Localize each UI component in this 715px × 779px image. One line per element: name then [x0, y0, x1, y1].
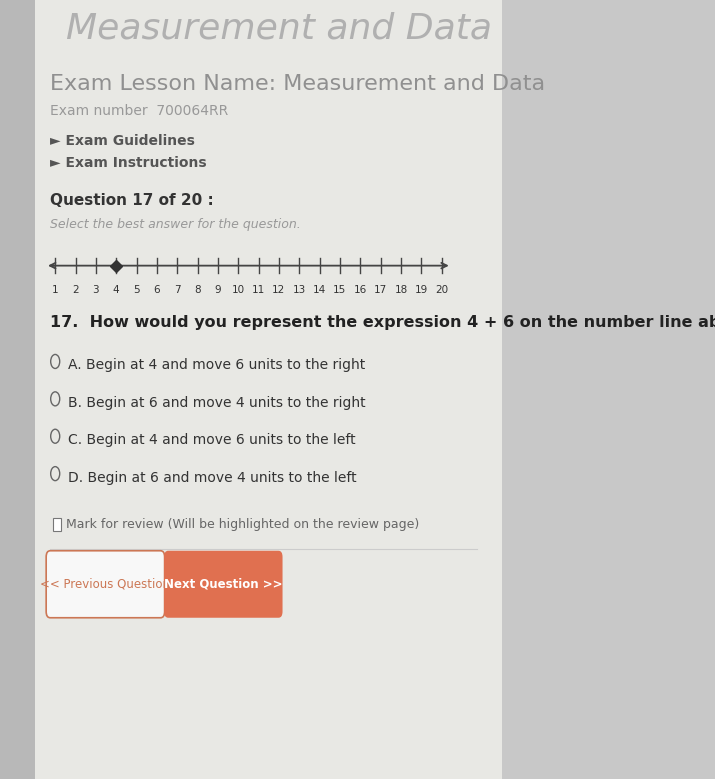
Text: 4: 4 — [113, 285, 119, 295]
FancyBboxPatch shape — [53, 518, 61, 531]
Text: 14: 14 — [313, 285, 326, 295]
Text: 18: 18 — [394, 285, 408, 295]
Text: 9: 9 — [214, 285, 221, 295]
FancyBboxPatch shape — [35, 0, 502, 779]
Text: 11: 11 — [252, 285, 265, 295]
Text: 2: 2 — [72, 285, 79, 295]
Text: D. Begin at 6 and move 4 units to the left: D. Begin at 6 and move 4 units to the le… — [68, 471, 356, 485]
Text: ► Exam Guidelines: ► Exam Guidelines — [50, 134, 195, 148]
Text: 17.  How would you represent the expression 4 + 6 on the number line above?: 17. How would you represent the expressi… — [50, 315, 715, 330]
FancyBboxPatch shape — [0, 0, 35, 779]
FancyBboxPatch shape — [46, 551, 164, 618]
Text: 5: 5 — [133, 285, 140, 295]
FancyBboxPatch shape — [164, 551, 282, 618]
Text: 15: 15 — [333, 285, 347, 295]
Text: 17: 17 — [374, 285, 388, 295]
Text: 3: 3 — [92, 285, 99, 295]
Text: Question 17 of 20 :: Question 17 of 20 : — [50, 193, 214, 208]
Text: Measurement and Data: Measurement and Data — [66, 12, 492, 46]
Text: Select the best answer for the question.: Select the best answer for the question. — [50, 218, 301, 231]
Text: Mark for review (Will be highlighted on the review page): Mark for review (Will be highlighted on … — [66, 518, 420, 531]
Text: 7: 7 — [174, 285, 181, 295]
Text: 10: 10 — [232, 285, 245, 295]
Text: 1: 1 — [52, 285, 59, 295]
Text: 19: 19 — [415, 285, 428, 295]
Text: 6: 6 — [154, 285, 160, 295]
Text: 13: 13 — [292, 285, 306, 295]
Text: Next Question >>: Next Question >> — [164, 578, 282, 590]
Text: Exam number  700064RR: Exam number 700064RR — [50, 104, 228, 118]
Text: << Previous Question: << Previous Question — [40, 578, 170, 590]
Text: 8: 8 — [194, 285, 201, 295]
Text: 16: 16 — [354, 285, 367, 295]
Text: Exam Lesson Name: Measurement and Data: Exam Lesson Name: Measurement and Data — [50, 74, 546, 94]
Text: ► Exam Instructions: ► Exam Instructions — [50, 156, 207, 170]
Text: 12: 12 — [272, 285, 285, 295]
Text: A. Begin at 4 and move 6 units to the right: A. Begin at 4 and move 6 units to the ri… — [68, 358, 365, 372]
Text: C. Begin at 4 and move 6 units to the left: C. Begin at 4 and move 6 units to the le… — [68, 433, 355, 447]
Text: 20: 20 — [435, 285, 448, 295]
Text: B. Begin at 6 and move 4 units to the right: B. Begin at 6 and move 4 units to the ri… — [68, 396, 365, 410]
